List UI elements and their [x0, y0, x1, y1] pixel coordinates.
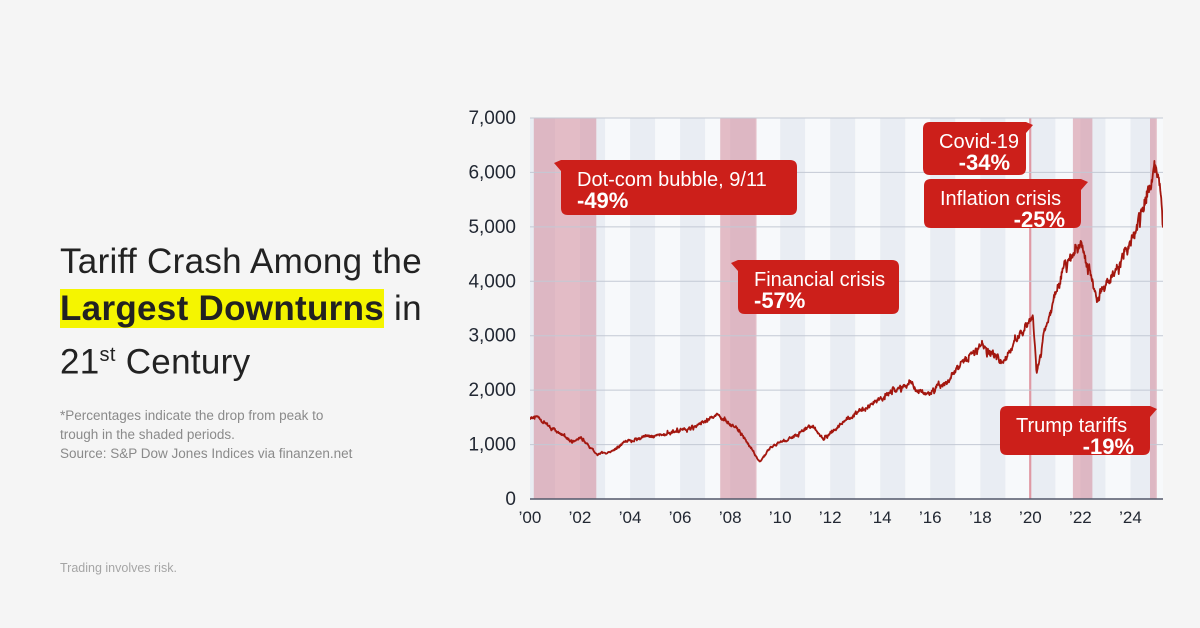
- svg-text:1,000: 1,000: [468, 435, 516, 456]
- svg-text:-34%: -34%: [959, 150, 1010, 175]
- svg-text:-19%: -19%: [1083, 434, 1134, 459]
- svg-text:’14: ’14: [869, 508, 892, 527]
- svg-text:4,000: 4,000: [468, 271, 516, 292]
- svg-text:’18: ’18: [969, 508, 992, 527]
- svg-text:-57%: -57%: [754, 288, 805, 313]
- svg-text:’10: ’10: [769, 508, 792, 527]
- svg-text:’20: ’20: [1019, 508, 1042, 527]
- svg-text:6,000: 6,000: [468, 162, 516, 183]
- svg-text:’16: ’16: [919, 508, 942, 527]
- svg-text:2,000: 2,000: [468, 380, 516, 401]
- svg-text:3,000: 3,000: [468, 326, 516, 347]
- svg-text:5,000: 5,000: [468, 217, 516, 238]
- svg-text:’02: ’02: [569, 508, 592, 527]
- svg-text:’04: ’04: [619, 508, 642, 527]
- svg-text:-25%: -25%: [1014, 207, 1065, 232]
- svg-text:’12: ’12: [819, 508, 842, 527]
- svg-text:’00: ’00: [519, 508, 542, 527]
- svg-text:’06: ’06: [669, 508, 692, 527]
- svg-text:0: 0: [505, 489, 516, 510]
- svg-text:7,000: 7,000: [468, 108, 516, 129]
- svg-text:’22: ’22: [1069, 508, 1092, 527]
- svg-text:-49%: -49%: [577, 188, 628, 213]
- svg-text:’08: ’08: [719, 508, 742, 527]
- svg-text:’24: ’24: [1119, 508, 1142, 527]
